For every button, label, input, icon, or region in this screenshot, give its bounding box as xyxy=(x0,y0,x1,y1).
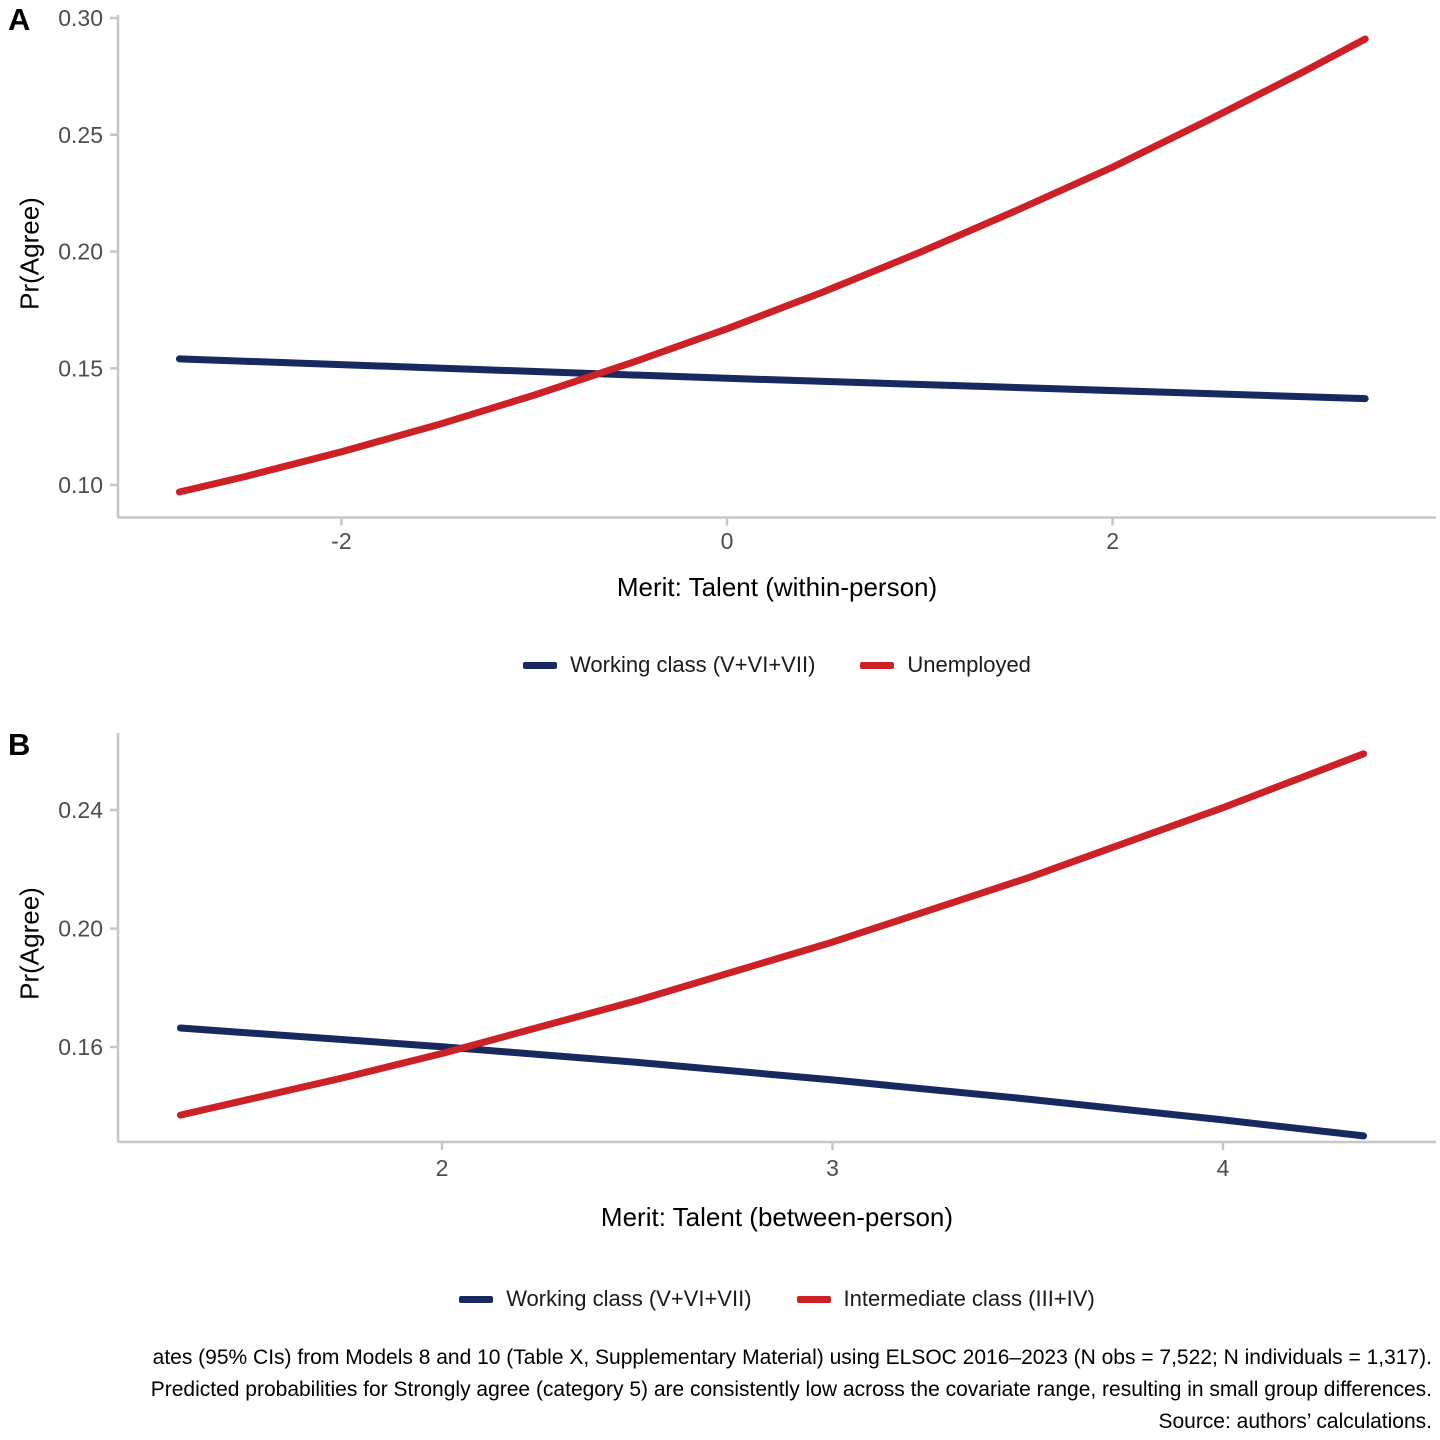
caption-line-1: ates (95% CIs) from Models 8 and 10 (Tab… xyxy=(152,1346,1432,1369)
x-tick-label: 0 xyxy=(721,528,734,554)
legend-label: Working class (V+VI+VII) xyxy=(506,1286,752,1311)
legend-swatch-navy xyxy=(523,661,558,669)
x-tick-label: 4 xyxy=(1217,1155,1230,1181)
panel-b-label: B xyxy=(8,727,31,762)
panel-b-x-axis-title: Merit: Talent (between-person) xyxy=(600,1202,954,1232)
legend-panel-a: Working class (V+VI+VII) Unemployed xyxy=(118,652,1436,678)
x-tick-label: 2 xyxy=(436,1155,449,1181)
panel-a-label: A xyxy=(8,2,31,37)
series-line-navy xyxy=(175,355,1369,403)
y-tick-label: 0.16 xyxy=(58,1034,103,1060)
legend-swatch-red xyxy=(860,661,895,669)
legend-item: Working class (V+VI+VII) xyxy=(523,652,815,678)
series-line-navy xyxy=(176,1024,1368,1140)
legend-item: Unemployed xyxy=(860,652,1031,678)
x-tick-label: 2 xyxy=(1106,528,1119,554)
y-tick-label: 0.24 xyxy=(58,797,103,823)
legend-swatch-red xyxy=(796,1295,831,1303)
legend-panel-b: Working class (V+VI+VII) Intermediate cl… xyxy=(118,1286,1436,1312)
caption-line-3: Source: authors’ calculations. xyxy=(1158,1410,1432,1433)
series-line-red xyxy=(176,750,1368,1119)
y-tick-label: 0.30 xyxy=(58,5,103,31)
y-tick-label: 0.15 xyxy=(58,355,103,381)
legend-item: Working class (V+VI+VII) xyxy=(459,1286,752,1312)
legend-label: Unemployed xyxy=(907,652,1031,677)
legend-label: Intermediate class (III+IV) xyxy=(843,1286,1095,1311)
legend-swatch-navy xyxy=(459,1295,494,1303)
panel-a-x-axis-title: Merit: Talent (within-person) xyxy=(616,572,938,602)
figure-caption: ates (95% CIs) from Models 8 and 10 (Tab… xyxy=(151,1342,1432,1438)
legend-label: Working class (V+VI+VII) xyxy=(570,652,816,677)
panel-a-y-axis-title: Pr(Agree) xyxy=(14,197,45,310)
y-tick-label: 0.20 xyxy=(58,239,103,265)
panel-b-y-axis-title: Pr(Agree) xyxy=(14,887,45,1000)
legend-item: Intermediate class (III+IV) xyxy=(796,1286,1095,1312)
y-tick-label: 0.20 xyxy=(58,916,103,942)
caption-line-2: Predicted probabilities for Strongly agr… xyxy=(150,1378,1432,1401)
x-tick-label: -2 xyxy=(331,528,351,554)
series-line-red xyxy=(175,35,1369,496)
y-tick-label: 0.25 xyxy=(58,122,103,148)
x-tick-label: 3 xyxy=(826,1155,839,1181)
y-tick-label: 0.10 xyxy=(58,472,103,498)
